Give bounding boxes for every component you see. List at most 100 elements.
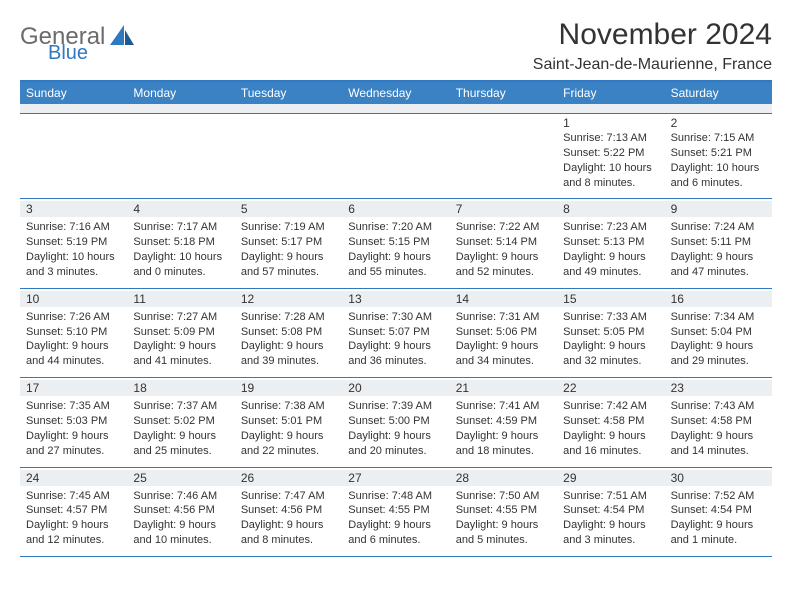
day-cell: 26Sunrise: 7:47 AMSunset: 4:56 PMDayligh…: [235, 468, 342, 556]
day-number: 9: [671, 202, 766, 216]
week-row: 1Sunrise: 7:13 AMSunset: 5:22 PMDaylight…: [20, 114, 772, 199]
day-cell: 17Sunrise: 7:35 AMSunset: 5:03 PMDayligh…: [20, 378, 127, 466]
sunset-text: Sunset: 4:54 PM: [563, 503, 658, 518]
day-number: 18: [133, 381, 228, 395]
day-cell: 24Sunrise: 7:45 AMSunset: 4:57 PMDayligh…: [20, 468, 127, 556]
sunrise-text: Sunrise: 7:15 AM: [671, 131, 766, 146]
day-number: 22: [563, 381, 658, 395]
daynum-bar: 16: [665, 291, 772, 307]
day-number: 14: [456, 292, 551, 306]
day-cell: 6Sunrise: 7:20 AMSunset: 5:15 PMDaylight…: [342, 199, 449, 287]
day-cell: 8 Sunrise: 7:23 AMSunset: 5:13 PMDaylight…: [557, 199, 664, 287]
day-number: 2: [671, 116, 766, 130]
day-number: 24: [26, 471, 121, 485]
day-number: 30: [671, 471, 766, 485]
sunset-text: Sunset: 5:11 PM: [671, 235, 766, 250]
week-row: 10Sunrise: 7:26 AMSunset: 5:10 PMDayligh…: [20, 289, 772, 378]
daylight-text: Daylight: 9 hours and 18 minutes.: [456, 429, 551, 459]
day-empty: [127, 114, 234, 198]
sunrise-text: Sunrise: 7:47 AM: [241, 489, 336, 504]
brand-logo: General Blue: [20, 24, 135, 64]
calendar-page: General Blue November 2024 Saint-Jean-de…: [0, 0, 792, 557]
dow-sunday: Sunday: [20, 82, 127, 104]
daylight-text: Daylight: 10 hours and 6 minutes.: [671, 161, 766, 191]
day-number: 27: [348, 471, 443, 485]
day-cell: 5Sunrise: 7:19 AMSunset: 5:17 PMDaylight…: [235, 199, 342, 287]
sunrise-text: Sunrise: 7:30 AM: [348, 310, 443, 325]
title-block: November 2024 Saint-Jean-de-Maurienne, F…: [533, 18, 772, 74]
daylight-text: Daylight: 9 hours and 52 minutes.: [456, 250, 551, 280]
location-label: Saint-Jean-de-Maurienne, France: [533, 56, 772, 74]
month-title: November 2024: [533, 18, 772, 52]
daylight-text: Daylight: 9 hours and 14 minutes.: [671, 429, 766, 459]
sunset-text: Sunset: 5:21 PM: [671, 146, 766, 161]
day-cell: 13Sunrise: 7:30 AMSunset: 5:07 PMDayligh…: [342, 289, 449, 377]
daylight-text: Daylight: 10 hours and 0 minutes.: [133, 250, 228, 280]
sunrise-text: Sunrise: 7:46 AM: [133, 489, 228, 504]
daylight-text: Daylight: 9 hours and 5 minutes.: [456, 518, 551, 548]
day-number: 15: [563, 292, 658, 306]
daylight-text: Daylight: 9 hours and 55 minutes.: [348, 250, 443, 280]
day-empty: [450, 114, 557, 198]
daynum-bar: 29: [557, 470, 664, 486]
day-number: 17: [26, 381, 121, 395]
day-cell: 23Sunrise: 7:43 AMSunset: 4:58 PMDayligh…: [665, 378, 772, 466]
day-number: 6: [348, 202, 443, 216]
day-empty: [342, 114, 449, 198]
sunrise-text: Sunrise: 7:23 AM: [563, 220, 658, 235]
sunset-text: Sunset: 5:09 PM: [133, 325, 228, 340]
sunrise-text: Sunrise: 7:17 AM: [133, 220, 228, 235]
day-cell: 15Sunrise: 7:33 AMSunset: 5:05 PMDayligh…: [557, 289, 664, 377]
daynum-bar: 24: [20, 470, 127, 486]
sunset-text: Sunset: 5:14 PM: [456, 235, 551, 250]
dow-thursday: Thursday: [450, 82, 557, 104]
sunset-text: Sunset: 5:15 PM: [348, 235, 443, 250]
day-cell: 21Sunrise: 7:41 AMSunset: 4:59 PMDayligh…: [450, 378, 557, 466]
sunrise-text: Sunrise: 7:19 AM: [241, 220, 336, 235]
daynum-bar: 1: [557, 116, 664, 131]
sunrise-text: Sunrise: 7:41 AM: [456, 399, 551, 414]
day-number: 7: [456, 202, 551, 216]
day-number: 21: [456, 381, 551, 395]
day-cell: 2Sunrise: 7:15 AMSunset: 5:21 PMDaylight…: [665, 114, 772, 198]
dow-tuesday: Tuesday: [235, 82, 342, 104]
day-cell: 25Sunrise: 7:46 AMSunset: 4:56 PMDayligh…: [127, 468, 234, 556]
sunset-text: Sunset: 5:06 PM: [456, 325, 551, 340]
sunrise-text: Sunrise: 7:51 AM: [563, 489, 658, 504]
daynum-bar: 21: [450, 380, 557, 396]
daylight-text: Daylight: 9 hours and 49 minutes.: [563, 250, 658, 280]
sunset-text: Sunset: 5:18 PM: [133, 235, 228, 250]
sunrise-text: Sunrise: 7:13 AM: [563, 131, 658, 146]
daylight-text: Daylight: 9 hours and 32 minutes.: [563, 339, 658, 369]
sunrise-text: Sunrise: 7:48 AM: [348, 489, 443, 504]
day-number: 4: [133, 202, 228, 216]
weeks-container: 1Sunrise: 7:13 AMSunset: 5:22 PMDaylight…: [20, 114, 772, 557]
sunset-text: Sunset: 4:55 PM: [456, 503, 551, 518]
day-cell: 20Sunrise: 7:39 AMSunset: 5:00 PMDayligh…: [342, 378, 449, 466]
sunrise-text: Sunrise: 7:39 AM: [348, 399, 443, 414]
daylight-text: Daylight: 9 hours and 57 minutes.: [241, 250, 336, 280]
daynum-bar: 28: [450, 470, 557, 486]
daylight-text: Daylight: 9 hours and 29 minutes.: [671, 339, 766, 369]
sunset-text: Sunset: 5:13 PM: [563, 235, 658, 250]
day-cell: 4 Sunrise: 7:17 AMSunset: 5:18 PMDaylight…: [127, 199, 234, 287]
daylight-text: Daylight: 9 hours and 12 minutes.: [26, 518, 121, 548]
sunset-text: Sunset: 5:08 PM: [241, 325, 336, 340]
day-cell: 18Sunrise: 7:37 AMSunset: 5:02 PMDayligh…: [127, 378, 234, 466]
sunrise-text: Sunrise: 7:42 AM: [563, 399, 658, 414]
sunrise-text: Sunrise: 7:16 AM: [26, 220, 121, 235]
day-cell: 14Sunrise: 7:31 AMSunset: 5:06 PMDayligh…: [450, 289, 557, 377]
daylight-text: Daylight: 9 hours and 1 minute.: [671, 518, 766, 548]
daynum-bar: 4: [127, 201, 234, 217]
sunset-text: Sunset: 4:54 PM: [671, 503, 766, 518]
daynum-bar: 11: [127, 291, 234, 307]
day-cell: 22Sunrise: 7:42 AMSunset: 4:58 PMDayligh…: [557, 378, 664, 466]
calendar-grid: Sunday Monday Tuesday Wednesday Thursday…: [20, 80, 772, 557]
day-number: 12: [241, 292, 336, 306]
day-of-week-row: Sunday Monday Tuesday Wednesday Thursday…: [20, 82, 772, 104]
daynum-bar: 25: [127, 470, 234, 486]
sunrise-text: Sunrise: 7:33 AM: [563, 310, 658, 325]
daylight-text: Daylight: 9 hours and 22 minutes.: [241, 429, 336, 459]
day-number: 8: [563, 202, 658, 216]
daynum-bar: 2: [665, 116, 772, 131]
